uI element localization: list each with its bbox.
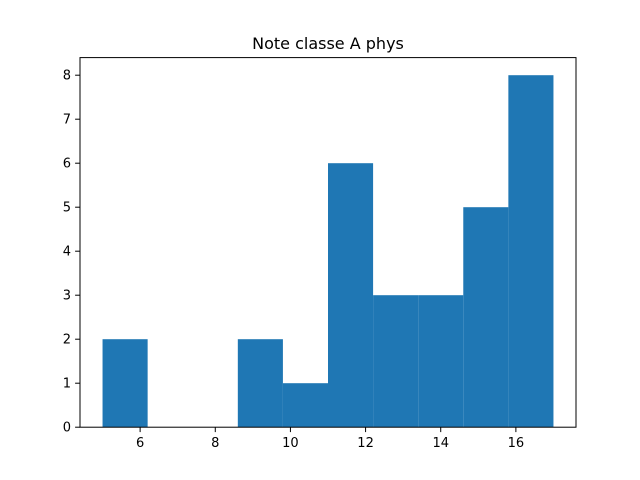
histogram-bar-3 bbox=[237, 339, 283, 428]
histogram-bar-4 bbox=[282, 383, 328, 428]
histogram-bar-9 bbox=[508, 75, 554, 428]
x-tick-label: 12 bbox=[357, 436, 374, 451]
histogram-bar-5 bbox=[328, 163, 374, 428]
y-tick-label: 8 bbox=[63, 69, 71, 84]
x-tick-label: 14 bbox=[432, 436, 449, 451]
x-tick-label: 10 bbox=[282, 436, 299, 451]
y-tick-label: 6 bbox=[63, 157, 71, 172]
x-tick-label: 16 bbox=[508, 436, 525, 451]
axes-frame bbox=[79, 57, 577, 428]
histogram-bar-7 bbox=[418, 295, 464, 428]
y-tick-label: 1 bbox=[63, 377, 71, 392]
histogram-bar-8 bbox=[463, 207, 509, 428]
histogram-bar-6 bbox=[373, 295, 419, 428]
x-axis-ticks: 6 8 10 12 14 16 bbox=[136, 427, 524, 451]
chart-title: Note classe A phys bbox=[252, 34, 404, 53]
y-tick-label: 7 bbox=[63, 113, 71, 128]
histogram-bar-0 bbox=[102, 339, 148, 428]
y-axis-ticks: 0 1 2 3 4 5 6 7 8 bbox=[63, 69, 80, 436]
x-tick-label: 6 bbox=[136, 436, 144, 451]
y-tick-label: 5 bbox=[63, 201, 71, 216]
bars-group bbox=[102, 75, 554, 428]
x-tick-label: 8 bbox=[211, 436, 219, 451]
y-tick-label: 0 bbox=[63, 421, 71, 436]
y-tick-label: 2 bbox=[63, 333, 71, 348]
y-tick-label: 3 bbox=[63, 289, 71, 304]
y-tick-label: 4 bbox=[63, 245, 71, 260]
